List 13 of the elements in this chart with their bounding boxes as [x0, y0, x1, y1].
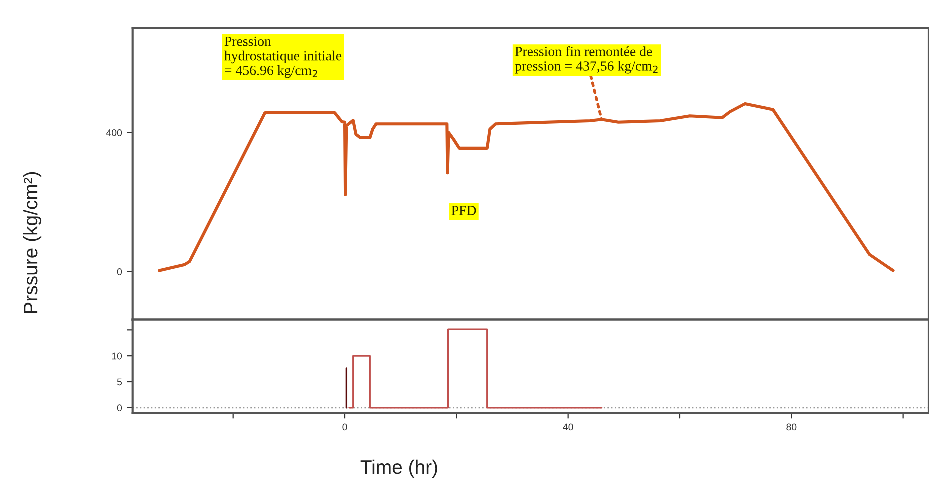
x-tick-label: 0	[342, 424, 348, 431]
y-tick-label: 0	[117, 404, 122, 412]
x-tick-label: 40	[563, 424, 574, 431]
x-tick-label: 80	[786, 424, 797, 431]
annotation: Pression fin remontée de pression = 437,56 kg/cm$_{2}$	[515, 46, 658, 74]
y-axis-title: Prssure (kg/cm²)	[23, 172, 42, 314]
y-tick-label: 10	[112, 352, 122, 360]
x-axis-title: Time (hr)	[360, 460, 438, 478]
annotation: PFD	[452, 206, 476, 216]
y-tick-label: 5	[117, 378, 122, 386]
y-tick-label: 0	[117, 268, 122, 276]
y-tick-label: 400	[106, 130, 122, 136]
annotation: Pression hydrostatique initiale = 456.96 kg/cm$_{2}$	[224, 36, 342, 78]
